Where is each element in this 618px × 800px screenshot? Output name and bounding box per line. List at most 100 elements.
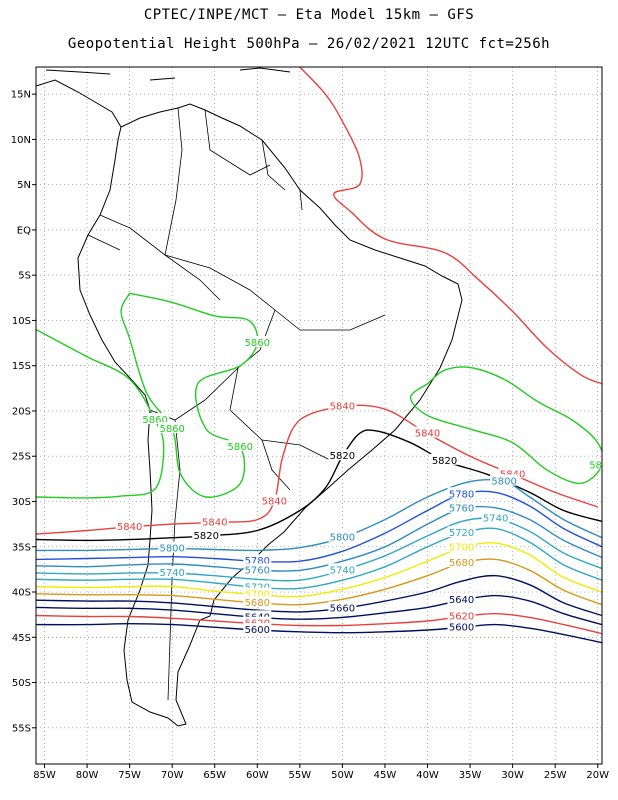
contour-label: 5760 bbox=[245, 565, 270, 576]
contour-label-bg bbox=[158, 541, 187, 553]
contour-label: 5860 bbox=[142, 415, 167, 426]
contour-label-bg bbox=[447, 526, 476, 538]
contour-label: 5740 bbox=[483, 514, 508, 525]
contour-label-bg bbox=[243, 563, 272, 575]
lon-tick-label: 20W bbox=[586, 770, 609, 781]
lon-tick-label: 60W bbox=[246, 770, 269, 781]
contour-label-bg bbox=[158, 422, 187, 434]
lon-tick-label: 45W bbox=[374, 770, 397, 781]
contour-5620 bbox=[36, 612, 602, 635]
contour-label-bg bbox=[447, 609, 476, 621]
contour-label-bg bbox=[243, 554, 272, 566]
contour-label-bg bbox=[200, 515, 229, 527]
contour-label: 5640 bbox=[449, 595, 474, 606]
contour-label: 5800 bbox=[159, 544, 184, 555]
contour-label: 5820 bbox=[432, 456, 457, 467]
contour-5700 bbox=[36, 542, 602, 598]
contour-label-bg bbox=[226, 440, 255, 452]
contour-labels: 5840584058405840584058405860586058605860… bbox=[115, 336, 614, 636]
lat-tick-label: 30S bbox=[12, 497, 31, 508]
contour-label-bg bbox=[447, 501, 476, 513]
contour-5660 bbox=[36, 574, 602, 617]
lat-tick-label: 45S bbox=[12, 633, 31, 644]
contour-label: 5840 bbox=[117, 522, 142, 533]
contour-label-bg bbox=[192, 528, 221, 540]
contour-5860 bbox=[409, 366, 602, 485]
contour-label-bg bbox=[481, 511, 510, 523]
lon-tick-label: 50W bbox=[331, 770, 354, 781]
contour-label: 5840 bbox=[262, 496, 287, 507]
lon-tick-label: 30W bbox=[501, 770, 524, 781]
contour-5840 bbox=[36, 404, 598, 535]
lat-tick-label: 40S bbox=[12, 588, 31, 599]
contour-label-bg bbox=[328, 399, 357, 411]
contour-label: 5660 bbox=[330, 603, 355, 614]
lat-tick-label: 20S bbox=[12, 406, 31, 417]
contour-lines bbox=[36, 67, 602, 644]
contour-label: 5700 bbox=[449, 543, 474, 554]
caribbean-islands bbox=[45, 67, 291, 81]
contour-label-bg bbox=[447, 540, 476, 552]
contour-label-bg bbox=[447, 556, 476, 568]
contour-label: 5740 bbox=[330, 565, 355, 576]
contour-5860 bbox=[36, 328, 165, 499]
contour-label-bg bbox=[260, 494, 289, 506]
lat-tick-label: 15N bbox=[11, 90, 31, 101]
lat-tick-label: 15S bbox=[12, 361, 31, 372]
contour-label-bg bbox=[141, 413, 170, 425]
contour-label-bg bbox=[115, 519, 144, 531]
lon-tick-label: 40W bbox=[416, 770, 439, 781]
contour-label: 5700 bbox=[245, 590, 270, 601]
lat-tick-label: 10S bbox=[12, 316, 31, 327]
contour-5840 bbox=[299, 67, 602, 385]
contour-5680 bbox=[36, 558, 602, 606]
lat-tick-label: 50S bbox=[12, 678, 31, 689]
contour-label: 5800 bbox=[491, 477, 516, 488]
contour-label: 5840 bbox=[330, 401, 355, 412]
contour-label: 5740 bbox=[159, 568, 184, 579]
contour-5600 bbox=[36, 622, 602, 644]
contour-label-bg bbox=[328, 449, 357, 461]
contour-label-bg bbox=[447, 593, 476, 605]
contour-label: 5820 bbox=[330, 451, 355, 462]
lon-tick-label: 25W bbox=[544, 770, 567, 781]
lat-tick-label: EQ bbox=[17, 225, 31, 236]
contour-label: 5860 bbox=[228, 442, 253, 453]
contour-label-bg bbox=[588, 458, 602, 470]
contour-label: 5860 bbox=[245, 338, 270, 349]
contour-label: 5760 bbox=[449, 504, 474, 515]
contour-label: 5780 bbox=[449, 489, 474, 500]
lon-tick-label: 55W bbox=[289, 770, 312, 781]
contour-label-bg bbox=[243, 610, 272, 622]
lon-tick-label: 70W bbox=[161, 770, 184, 781]
axis-ticks: 85W 80W 75W 70W 65W 60W 55W 50W 45W 40W 35W 30W 25W 2… bbox=[11, 90, 609, 781]
lon-tick-label: 80W bbox=[76, 770, 99, 781]
lat-tick-label: 25S bbox=[12, 452, 31, 463]
contour-label-bg bbox=[243, 587, 272, 599]
contour-label: 5840 bbox=[415, 429, 440, 440]
contour-label: 5860 bbox=[159, 424, 184, 435]
plot-frame bbox=[35, 66, 603, 765]
contour-5760 bbox=[36, 505, 602, 572]
lon-tick-label: 85W bbox=[33, 770, 56, 781]
grid-lines bbox=[36, 67, 602, 764]
lat-tick-label: 10N bbox=[11, 135, 31, 146]
contour-label-bg bbox=[498, 467, 527, 479]
contour-label-bg bbox=[447, 620, 476, 632]
contour-label: 5860 bbox=[589, 460, 614, 471]
contour-label: 5680 bbox=[449, 558, 474, 569]
contour-5640 bbox=[36, 594, 602, 626]
contour-5720 bbox=[36, 527, 602, 590]
contour-label-bg bbox=[328, 601, 357, 613]
contour-label-bg bbox=[413, 426, 442, 438]
contour-label-bg bbox=[158, 566, 187, 578]
lat-tick-label: 5N bbox=[17, 180, 31, 191]
lat-tick-label: 5S bbox=[18, 271, 31, 282]
contour-label-bg bbox=[430, 453, 459, 465]
contour-label: 5800 bbox=[330, 533, 355, 544]
lat-tick-label: 35S bbox=[12, 542, 31, 553]
contour-label: 5680 bbox=[245, 598, 270, 609]
contour-label-bg bbox=[243, 595, 272, 607]
lon-tick-label: 65W bbox=[203, 770, 226, 781]
